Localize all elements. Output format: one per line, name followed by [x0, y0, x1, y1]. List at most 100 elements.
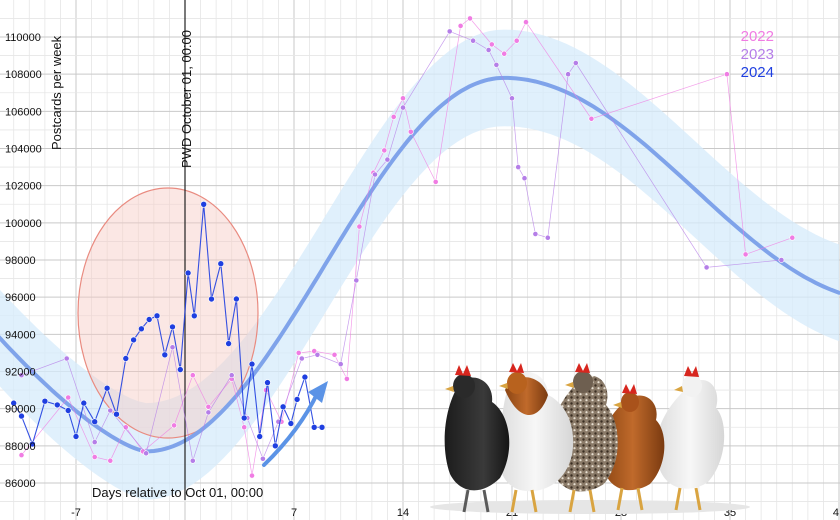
y-tick-label: 102000 — [5, 181, 42, 193]
x-tick-label: -7 — [71, 507, 81, 519]
y-tick-label: 86000 — [5, 478, 36, 490]
data-point-2023 — [228, 372, 235, 379]
hens-illustration — [430, 363, 750, 514]
data-point-2023 — [259, 455, 266, 462]
data-point-2024 — [80, 399, 88, 407]
data-point-2022 — [91, 454, 98, 460]
data-point-2022 — [343, 375, 350, 382]
data-point-2022 — [588, 115, 595, 122]
data-point-2023 — [169, 344, 176, 351]
data-point-2023 — [470, 37, 476, 44]
y-tick-label: 90000 — [5, 404, 36, 416]
data-point-2024 — [293, 396, 301, 403]
data-point-2024 — [64, 407, 72, 414]
y-tick-labels: 86000 88000 90000 92000 94000 96000 98000 10000… — [5, 32, 42, 490]
data-point-2023 — [703, 264, 710, 271]
data-point-2022 — [457, 22, 464, 29]
data-point-2022 — [241, 424, 248, 431]
data-point-2023 — [107, 407, 114, 414]
data-point-2022 — [407, 128, 414, 135]
data-point-2024 — [256, 433, 264, 440]
data-point-2024 — [145, 316, 153, 323]
data-point-2023 — [337, 361, 344, 367]
data-point-2024 — [287, 420, 295, 427]
data-point-2024 — [191, 312, 198, 320]
data-point-2023 — [18, 372, 25, 379]
data-point-2024 — [91, 418, 98, 426]
data-point-2022 — [249, 472, 255, 479]
data-point-2022 — [65, 394, 72, 401]
data-point-2024 — [53, 401, 61, 409]
x-tick-label: 7 — [291, 507, 297, 519]
data-point-2022 — [467, 15, 473, 22]
data-point-2024 — [233, 295, 240, 303]
data-point-2022 — [356, 223, 363, 230]
data-point-2023 — [544, 234, 551, 241]
data-point-2022 — [331, 351, 338, 358]
data-point-2022 — [295, 349, 302, 356]
y-tick-label: 108000 — [5, 69, 42, 81]
data-point-2023 — [509, 95, 515, 102]
data-point-2024 — [138, 325, 145, 333]
data-point-2022 — [171, 422, 177, 429]
y-tick-label: 92000 — [5, 367, 36, 379]
data-point-2023 — [353, 277, 360, 284]
data-point-2024 — [161, 351, 169, 359]
series-line-2023 — [21, 30, 782, 461]
y-tick-label: 98000 — [5, 255, 36, 267]
data-point-2024 — [113, 410, 120, 418]
data-point-2023 — [532, 231, 539, 237]
x-tick-label: 14 — [397, 507, 409, 519]
data-point-2023 — [493, 62, 500, 68]
trend-arrow — [262, 381, 328, 467]
data-point-2024 — [217, 260, 225, 268]
y-tick-label: 96000 — [5, 292, 36, 304]
legend-entry-2022: 2022 — [741, 28, 774, 45]
data-point-2022 — [742, 251, 749, 258]
data-point-2024 — [130, 336, 137, 344]
data-point-2022 — [400, 95, 406, 102]
trend-curve — [0, 75, 840, 454]
x-tick-label: 4 — [833, 507, 839, 519]
data-point-2024 — [271, 442, 279, 450]
y-tick-label: 110000 — [5, 32, 41, 44]
data-point-2023 — [63, 355, 70, 362]
data-point-2024 — [264, 379, 271, 386]
data-point-2022 — [189, 372, 196, 379]
y-tick-label: 94000 — [5, 329, 36, 341]
data-point-2023 — [778, 257, 785, 263]
data-point-2023 — [314, 351, 321, 358]
hen-red-white — [497, 363, 574, 513]
data-point-2024 — [248, 360, 256, 368]
data-point-2023 — [565, 71, 571, 78]
data-point-2024 — [200, 201, 207, 208]
data-point-2022 — [390, 114, 397, 120]
data-point-2022 — [18, 452, 25, 458]
data-point-2022 — [789, 234, 796, 241]
data-point-2022 — [523, 19, 529, 25]
data-point-2024 — [279, 403, 287, 411]
y-tick-label: 104000 — [5, 144, 42, 156]
data-point-2022 — [432, 178, 439, 185]
hen-white-right — [656, 366, 725, 511]
pwd-annotation: PWD October 01, 00:00 — [179, 30, 194, 168]
data-point-2023 — [521, 175, 528, 182]
data-point-2024 — [41, 397, 49, 405]
data-point-2022 — [122, 424, 129, 431]
data-point-2022 — [724, 71, 730, 78]
data-point-2022 — [205, 403, 212, 410]
x-axis-label: Days relative to Oct 01, 00:00 — [92, 485, 263, 500]
data-point-2024 — [122, 355, 130, 362]
data-point-2022 — [107, 457, 114, 464]
data-point-2022 — [513, 37, 520, 44]
y-tick-label: 100000 — [5, 218, 42, 230]
series-layer — [10, 15, 796, 479]
data-point-2022 — [488, 41, 495, 48]
y-axis-label: Postcards per week — [49, 35, 64, 150]
legend-entry-2023: 2023 — [741, 46, 774, 63]
y-tick-label: 106000 — [5, 106, 42, 118]
data-point-2023 — [485, 47, 492, 53]
data-point-2023 — [515, 164, 522, 170]
data-point-2023 — [205, 409, 212, 416]
